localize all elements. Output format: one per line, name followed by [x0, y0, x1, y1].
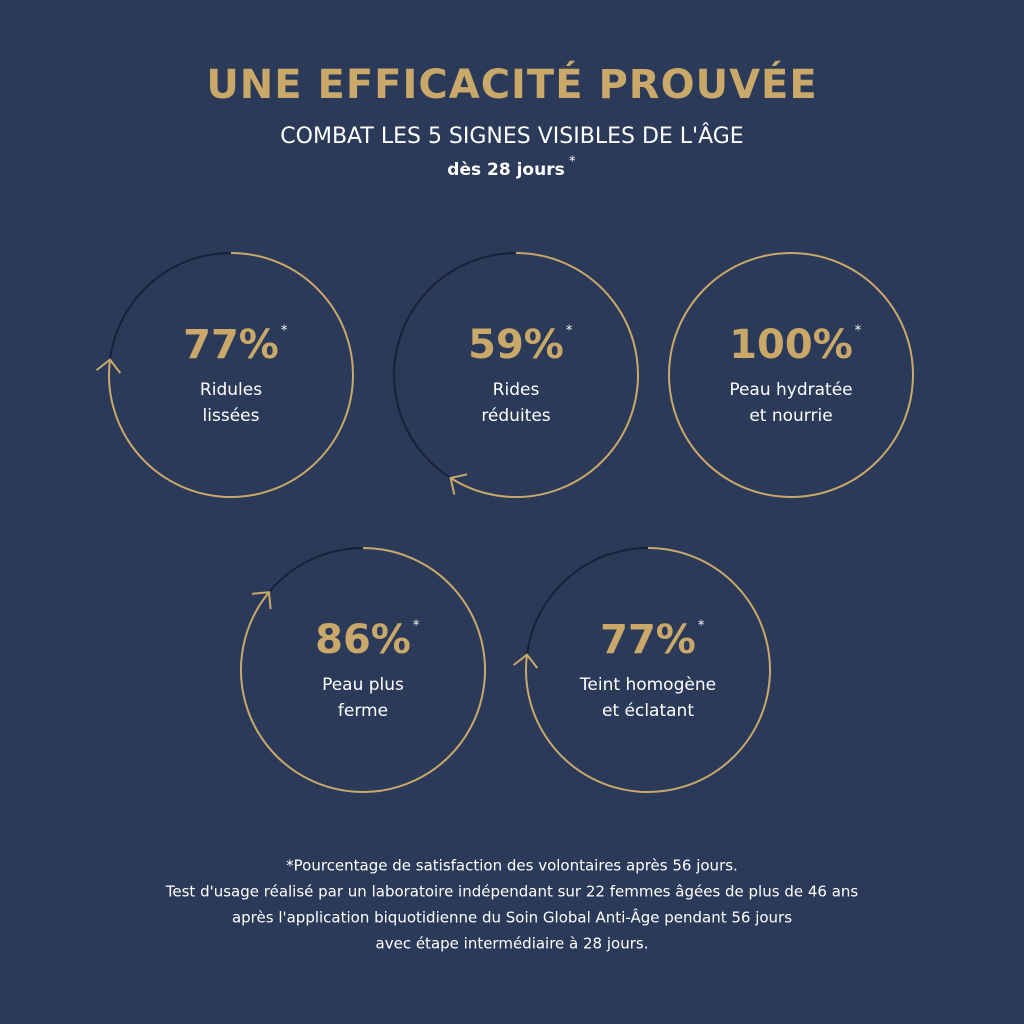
remainder-arc — [108, 252, 232, 360]
arrow-head — [449, 473, 468, 495]
stat-label: réduites — [481, 406, 550, 426]
stat-label: lissées — [203, 406, 260, 426]
progress-arc — [240, 547, 486, 793]
stat-mark: * — [698, 619, 705, 634]
stat-label: Ridules — [200, 380, 262, 400]
remainder-arc — [268, 547, 364, 593]
date-mark: * — [569, 155, 576, 170]
progress-arc — [108, 252, 354, 498]
footnote-line: avec étape intermédiaire à 28 jours. — [376, 935, 649, 953]
stat-mark: * — [855, 324, 862, 339]
stat-mark: * — [566, 324, 573, 339]
stat-mark: * — [413, 619, 420, 634]
progress-arc — [668, 252, 914, 498]
footnote-line: après l'application biquotidienne du Soi… — [232, 908, 792, 927]
stat-value: 86% — [315, 617, 411, 663]
title: UNE EFFICACITÉ PROUVÉE — [206, 60, 817, 108]
stat-label: et éclatant — [602, 701, 694, 721]
progress-arc — [525, 547, 771, 793]
date-note: dès 28 jours — [447, 160, 564, 180]
footnote-line: *Pourcentage de satisfaction des volonta… — [286, 857, 738, 875]
stat-label: Rides — [493, 380, 540, 400]
remainder-arc — [393, 252, 517, 479]
stat-mark: * — [281, 324, 288, 339]
stat-label: Peau plus — [322, 675, 404, 695]
stat-value: 59% — [468, 322, 564, 368]
arrow-head — [252, 591, 272, 610]
stat-label: et nourrie — [749, 406, 832, 426]
progress-arc — [450, 252, 639, 498]
remainder-arc — [525, 547, 649, 655]
stat-value: 77% — [183, 322, 279, 368]
subtitle: COMBAT LES 5 SIGNES VISIBLES DE L'ÂGE — [280, 123, 743, 149]
stat-value: 77% — [600, 617, 696, 663]
stat-label: ferme — [338, 701, 388, 721]
footnote-line: Test d'usage réalisé par un laboratoire … — [165, 883, 859, 901]
stat-value: 100% — [729, 322, 853, 368]
stat-label: Peau hydratée — [729, 380, 852, 400]
stat-label: Teint homogène — [579, 675, 716, 695]
arrow-head — [95, 358, 122, 374]
arrow-head — [512, 653, 539, 669]
